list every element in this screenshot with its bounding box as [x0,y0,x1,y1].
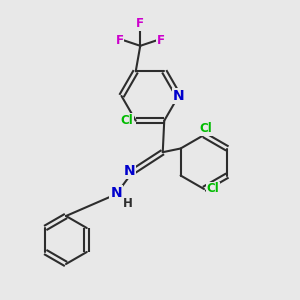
Text: Cl: Cl [207,182,219,196]
Text: N: N [173,89,184,103]
Text: F: F [157,34,165,47]
Text: F: F [136,17,144,30]
Text: H: H [123,197,133,210]
Text: Cl: Cl [120,114,133,127]
Text: N: N [123,164,135,178]
Text: Cl: Cl [199,122,212,136]
Text: F: F [116,34,124,47]
Text: N: N [110,186,122,200]
